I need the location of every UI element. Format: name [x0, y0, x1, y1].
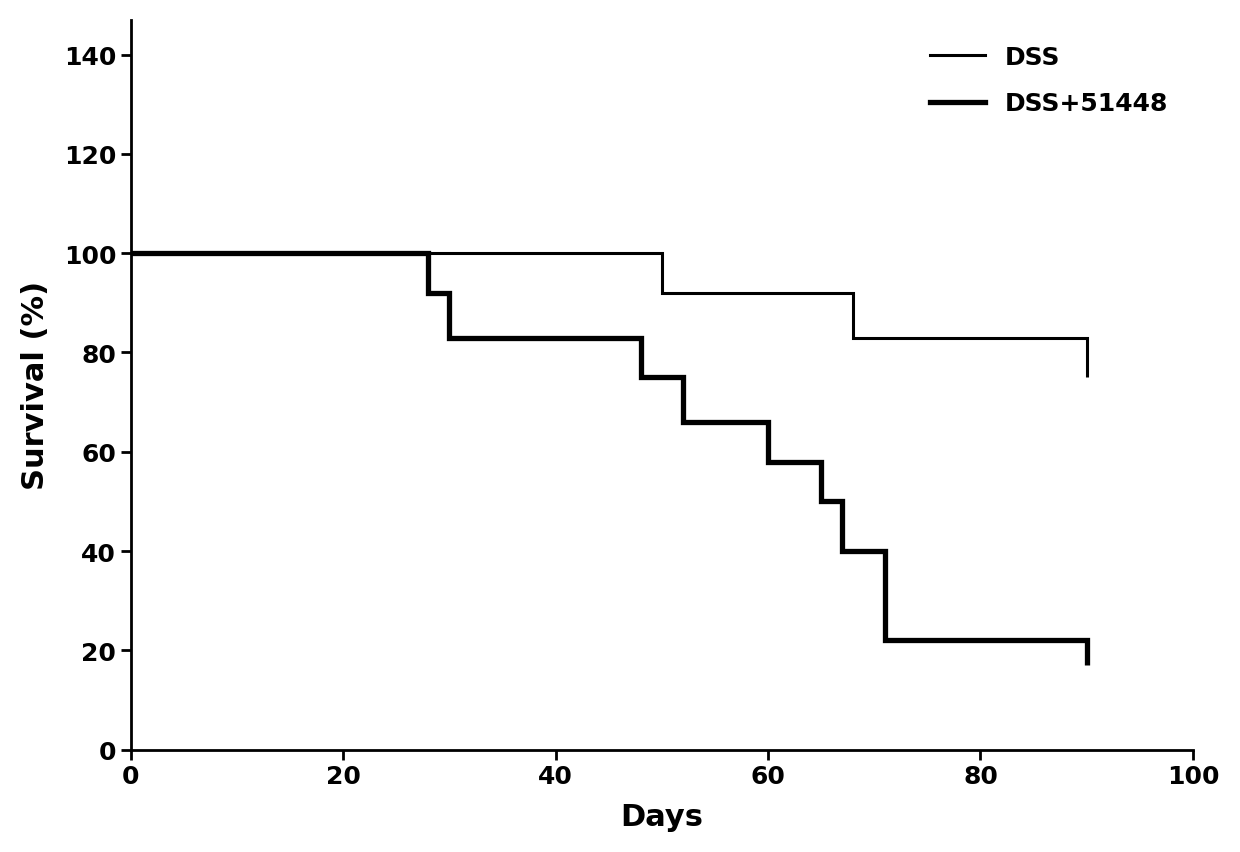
DSS+51448 — [813, 457, 828, 467]
DSS — [655, 249, 670, 259]
DSS+51448 — [676, 373, 691, 383]
DSS — [420, 249, 435, 259]
DSS+51448 — [123, 249, 138, 259]
DSS — [846, 333, 861, 343]
Legend: DSS, DSS+51448: DSS, DSS+51448 — [918, 33, 1180, 129]
DSS+51448 — [1079, 636, 1094, 646]
DSS+51448 — [420, 249, 435, 259]
Y-axis label: Survival (%): Survival (%) — [21, 281, 50, 490]
DSS+51448 — [676, 417, 691, 428]
DSS+51448 — [634, 373, 649, 383]
DSS+51448 — [835, 546, 849, 556]
Line: DSS: DSS — [130, 254, 1086, 378]
DSS — [846, 289, 861, 299]
DSS+51448 — [420, 289, 435, 299]
DSS+51448 — [634, 333, 649, 343]
DSS+51448 — [441, 289, 456, 299]
DSS+51448 — [813, 497, 828, 507]
X-axis label: Days: Days — [620, 803, 703, 832]
DSS — [655, 289, 670, 299]
Line: DSS+51448: DSS+51448 — [130, 254, 1086, 665]
DSS — [1079, 373, 1094, 383]
DSS — [420, 249, 435, 259]
DSS — [123, 249, 138, 259]
DSS+51448 — [760, 457, 775, 467]
DSS+51448 — [878, 636, 893, 646]
DSS+51448 — [622, 333, 637, 343]
DSS+51448 — [835, 497, 849, 507]
DSS+51448 — [441, 333, 456, 343]
DSS+51448 — [1079, 660, 1094, 671]
DSS+51448 — [622, 333, 637, 343]
DSS+51448 — [878, 546, 893, 556]
DSS — [1079, 333, 1094, 343]
DSS+51448 — [760, 417, 775, 428]
